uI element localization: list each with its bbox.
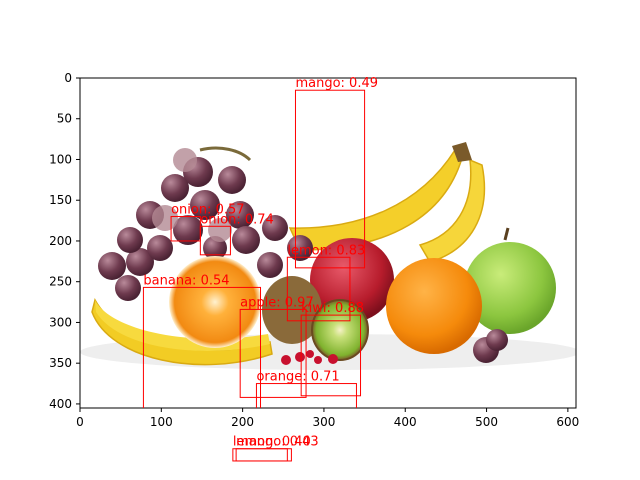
- detection-4: banana: 0.54: [142, 273, 262, 408]
- x-tick-label: 300: [312, 415, 335, 429]
- y-tick-label: 0: [64, 71, 72, 85]
- detection-box: [235, 448, 292, 462]
- detection-box: [232, 448, 288, 462]
- y-tick-label: 200: [49, 234, 72, 248]
- detection-label: kiwi: 0.88: [301, 301, 364, 316]
- detection-5: apple: 0.97: [239, 295, 314, 398]
- detection-3: lemon: 0.83: [286, 243, 365, 322]
- x-tick-label: 0: [76, 415, 84, 429]
- detection-box: [294, 89, 366, 269]
- detection-label: orange: 0.71: [256, 370, 339, 385]
- detection-label: onion: 0.74: [200, 212, 273, 227]
- detection-box: [286, 256, 351, 322]
- detection-label: onion: 0.57: [171, 203, 244, 218]
- detection-label: mango: 0.49: [295, 76, 378, 91]
- y-tick-label: 300: [49, 315, 72, 329]
- detection-label: apple: 0.97: [240, 295, 314, 310]
- detection-box: [255, 383, 357, 408]
- detection-9: mango: 0.43: [235, 435, 319, 462]
- detection-label: lemon: 0.83: [287, 243, 365, 258]
- axes-frame: [79, 77, 577, 409]
- detection-box: [300, 314, 362, 397]
- detection-box: [239, 308, 307, 398]
- y-tick-label: 50: [57, 112, 72, 126]
- detection-label: banana: 0.54: [143, 273, 229, 288]
- y-tick-label: 150: [49, 193, 72, 207]
- detection-6: kiwi: 0.88: [300, 301, 364, 397]
- x-tick-label: 200: [231, 415, 254, 429]
- detection-0: mango: 0.49: [294, 76, 378, 269]
- y-tick-label: 350: [49, 356, 72, 370]
- y-tick-label: 250: [49, 275, 72, 289]
- y-tick-label: 100: [49, 152, 72, 166]
- y-tick-label: 400: [49, 397, 72, 411]
- x-tick-label: 400: [394, 415, 417, 429]
- detection-label: mango: 0.43: [236, 435, 319, 450]
- background-photo: [80, 78, 576, 408]
- x-tick-label: 600: [556, 415, 579, 429]
- x-tick-label: 500: [475, 415, 498, 429]
- detection-box: [199, 225, 231, 256]
- x-tick-label: 100: [150, 415, 173, 429]
- detection-label: lemon: 0.40: [233, 435, 311, 450]
- detection-7: orange: 0.71: [255, 370, 357, 408]
- axis-ticks: 0 100 200 300 400 500 600 0 50 100 150 200 250 300 350…: [49, 71, 579, 429]
- detection-box: [142, 286, 262, 408]
- detection-2: onion: 0.74: [199, 212, 274, 256]
